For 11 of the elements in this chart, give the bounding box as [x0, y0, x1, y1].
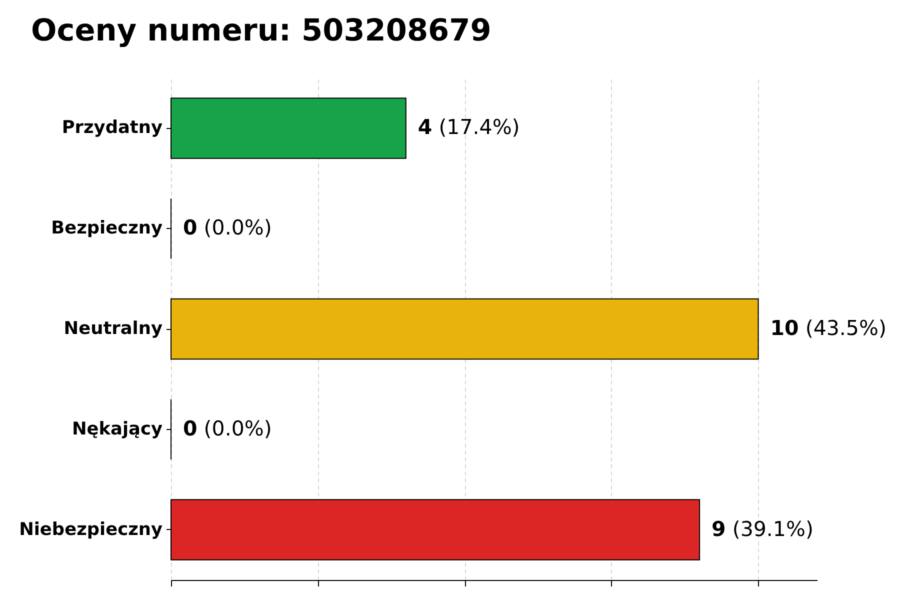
y-tick-label: Nękający	[72, 419, 163, 440]
y-tick-label: Neutralny	[64, 319, 163, 339]
data-label: 0 (0.0%)	[183, 416, 272, 440]
chart-title: Oceny numeru: 503208679	[31, 14, 492, 49]
y-tick-label: Bezpieczny	[51, 218, 163, 239]
data-label: 4 (17.4%)	[418, 115, 520, 140]
data-label: 9 (39.1%)	[712, 516, 814, 541]
y-tick-label: Przydatny	[62, 118, 163, 138]
data-label: 10 (43.5%)	[770, 316, 886, 340]
y-tick-label: Niebezpieczny	[19, 520, 163, 540]
data-label: 0 (0.0%)	[183, 216, 272, 240]
